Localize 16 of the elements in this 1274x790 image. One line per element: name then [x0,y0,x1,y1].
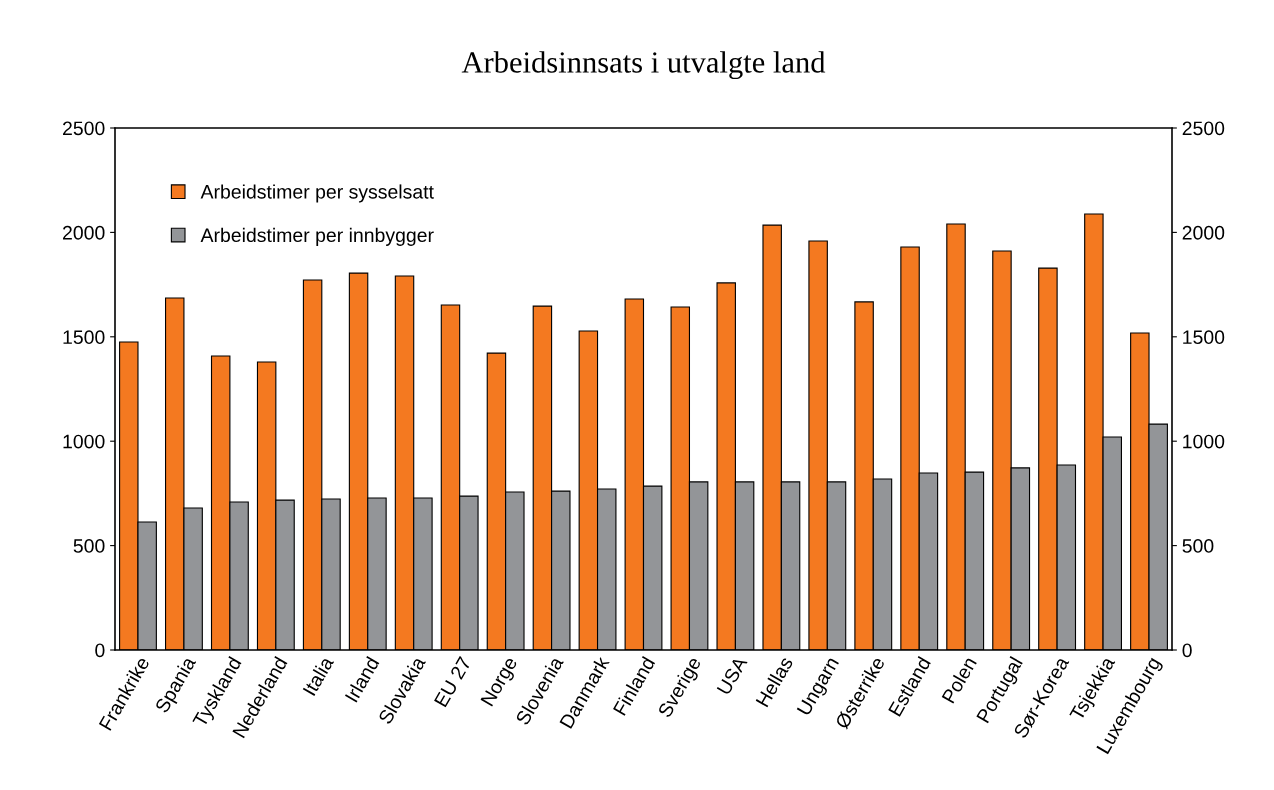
y-tick-label: 2000 [63,225,105,240]
y-tick-label: 1500 [63,330,105,345]
y-tick-label: 500 [73,539,105,553]
y2-tick-label: 500 [1182,539,1214,553]
y2-tick-label: 2000 [1182,225,1225,240]
legend-label: Arbeidstimer per sysselsatt [200,184,434,203]
y-tick-label: 2500 [63,121,105,136]
y-tick-label: 1000 [63,434,105,449]
y-tick-label: 0 [95,643,105,658]
chart-title: Arbeidsinnsats i utvalgte land [461,51,826,80]
y2-tick-label: 1000 [1183,434,1225,449]
y2-tick-label: 2500 [1182,121,1225,136]
x-tick-label: EU 27 [433,655,472,708]
legend-label: Arbeidstimer per innbygger [200,227,434,246]
y2-tick-label: 0 [1182,643,1192,658]
y2-tick-label: 1500 [1183,330,1225,345]
